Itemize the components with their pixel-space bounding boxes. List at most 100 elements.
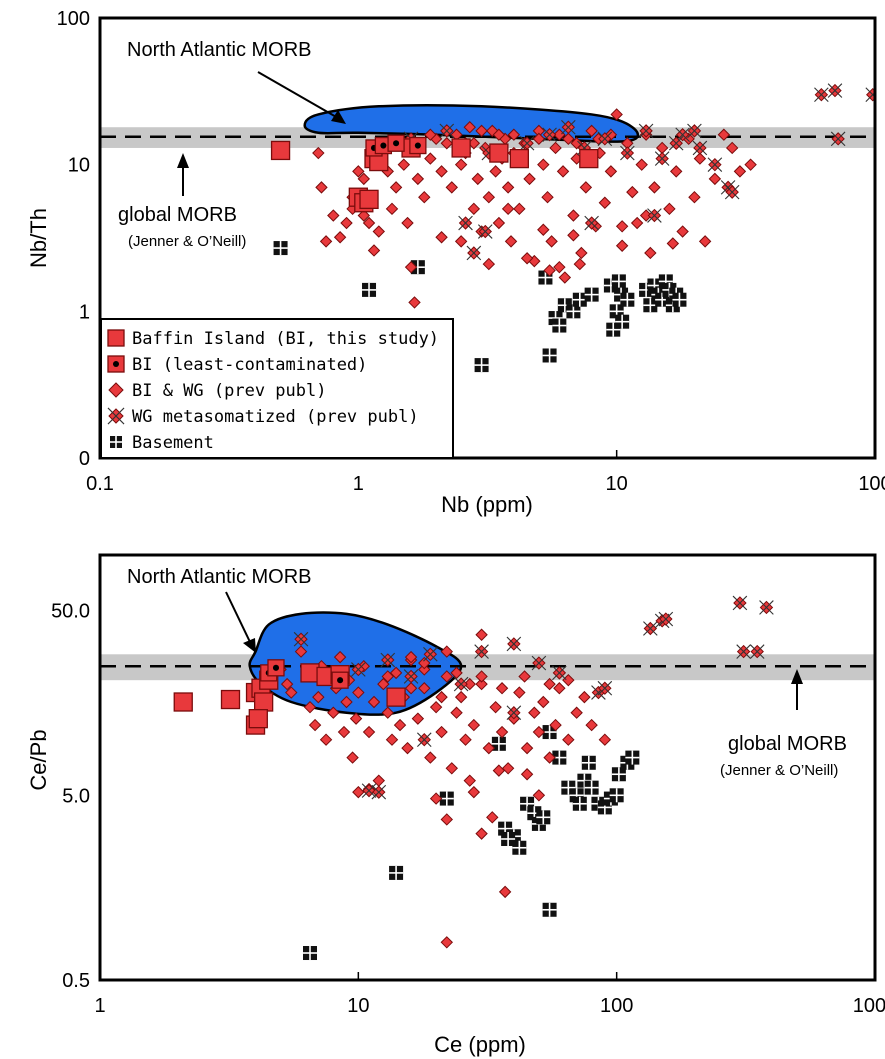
data-point	[498, 885, 512, 899]
data-point	[543, 264, 556, 277]
field-arrow-head	[243, 638, 256, 653]
data-point	[626, 185, 639, 199]
data-point	[707, 157, 723, 172]
data-point	[362, 725, 376, 739]
data-point	[509, 148, 529, 169]
data-point	[440, 936, 453, 949]
data-point	[418, 663, 431, 676]
data-point	[418, 682, 431, 695]
data-point	[570, 137, 583, 150]
morb-field-label: North Atlantic MORB	[127, 39, 312, 61]
field-arrow-head	[331, 110, 346, 124]
data-point	[501, 831, 516, 846]
data-point	[346, 751, 359, 764]
data-point	[749, 644, 765, 659]
data-point	[666, 237, 680, 250]
data-point	[615, 239, 629, 252]
data-point	[572, 292, 587, 307]
data-point	[454, 690, 468, 704]
data-point	[572, 796, 587, 811]
plot-frame	[98, 16, 877, 460]
data-point	[474, 358, 489, 373]
data-point	[643, 298, 658, 313]
data-point	[429, 700, 443, 714]
data-point	[744, 158, 757, 171]
data-point	[451, 138, 471, 158]
data-point	[424, 152, 437, 165]
data-point	[359, 189, 379, 210]
series-red-square-dot	[260, 659, 349, 689]
x-tick-label: 1	[94, 995, 105, 1017]
legend-label: Baffin Island (BI, this study)	[132, 329, 439, 349]
data-point	[688, 190, 701, 204]
data-point	[450, 706, 463, 719]
data-point	[573, 257, 587, 271]
data-point	[542, 902, 557, 917]
data-point	[523, 172, 536, 186]
y-tick-label: 0.5	[62, 970, 90, 992]
data-point	[635, 158, 648, 171]
legend-box	[100, 318, 454, 459]
data-point	[367, 695, 381, 709]
data-point	[482, 741, 496, 755]
data-point	[492, 128, 506, 141]
data-point	[248, 709, 268, 729]
data-point	[604, 165, 618, 178]
data-point	[676, 225, 689, 238]
morb-line-arrow-head	[791, 669, 803, 684]
data-point	[475, 677, 488, 691]
data-point	[507, 128, 521, 141]
data-point	[611, 274, 626, 289]
data-point	[385, 733, 399, 746]
data-point	[647, 208, 662, 223]
data-point	[253, 692, 274, 712]
nb-th-panel: 0.1 1 10 100 0 1 10 100 Nb (ppm) Nb/Th North At…	[26, 8, 885, 517]
series-red-diamond-x	[293, 595, 774, 800]
data-point	[578, 690, 591, 704]
data-point	[520, 252, 534, 265]
data-point	[630, 216, 644, 230]
data-point	[280, 677, 294, 691]
y-tick-label: 50.0	[51, 601, 90, 623]
legend-marker	[110, 436, 122, 448]
data-point	[454, 158, 468, 171]
data-point	[575, 246, 588, 260]
data-point	[416, 732, 432, 747]
data-point	[389, 181, 403, 194]
data-point	[389, 666, 403, 680]
data-point	[615, 314, 630, 329]
data-point	[303, 946, 318, 961]
data-point	[552, 750, 567, 765]
data-point	[445, 762, 458, 775]
legend-marker	[108, 382, 124, 398]
data-point	[459, 733, 472, 746]
data-point	[352, 165, 365, 178]
data-point	[584, 287, 599, 302]
data-point	[377, 677, 390, 691]
data-point	[692, 140, 708, 156]
data-point	[654, 151, 670, 166]
data-point	[542, 127, 557, 143]
data-point	[759, 600, 774, 615]
data-point	[501, 181, 515, 194]
data-point	[542, 348, 557, 363]
data-point	[429, 792, 443, 805]
data-point	[300, 663, 320, 683]
data-point	[518, 670, 531, 683]
data-point	[411, 172, 425, 186]
data-point	[512, 840, 527, 855]
data-point	[435, 165, 448, 178]
data-point	[327, 209, 340, 222]
series-black-quad-square	[303, 725, 640, 961]
data-point	[270, 140, 291, 161]
data-point	[717, 128, 731, 141]
data-point	[312, 146, 325, 160]
data-point	[351, 662, 366, 677]
x-axis-label: Nb (ppm)	[441, 492, 533, 517]
data-point	[491, 736, 506, 751]
legend-item: WG metasomatized (prev publ)	[107, 407, 419, 427]
data-point	[319, 733, 333, 746]
morb-line-arrow-head	[177, 153, 189, 168]
data-point	[541, 190, 554, 204]
